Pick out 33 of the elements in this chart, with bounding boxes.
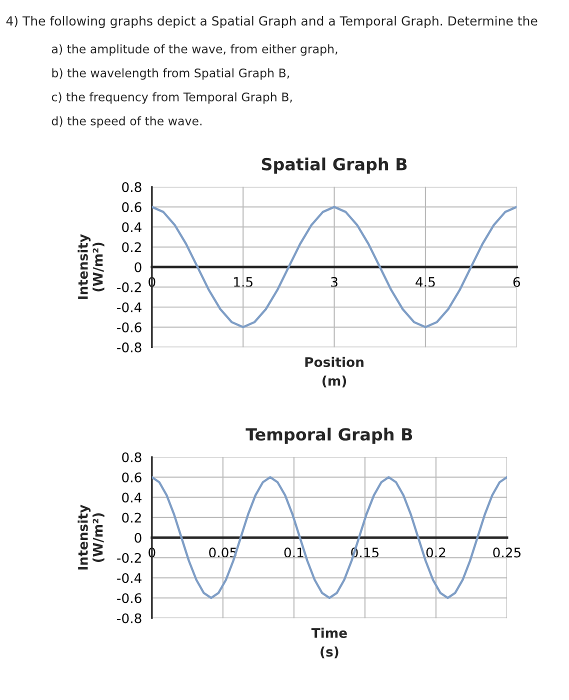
text: c) the frequency from Temporal Graph B, xyxy=(52,92,292,104)
y-tick-label: 0.2 xyxy=(122,242,141,252)
y-tick-label: 0.6 xyxy=(122,202,142,212)
x-axis-title: Time (s) xyxy=(311,628,347,658)
y-tick-label: -0.8 xyxy=(117,342,142,352)
y-tick-label: 0.6 xyxy=(122,472,142,482)
y-tick-label: -0.2 xyxy=(117,282,141,292)
y-tick-label: 0 xyxy=(134,532,142,543)
y-tick-label: 0.2 xyxy=(122,512,141,523)
chart-title: Spatial Graph B xyxy=(262,158,407,174)
y-tick-label: -0.6 xyxy=(117,322,142,332)
y-tick-label: 0.4 xyxy=(122,222,142,232)
text: a) the amplitude of the wave, from either graph, xyxy=(52,44,338,56)
x-axis-title: Position (m) xyxy=(305,356,364,388)
y-tick-label: 0.8 xyxy=(122,182,142,192)
y-tick-label: -0.2 xyxy=(117,552,141,563)
y-tick-label: 0 xyxy=(134,262,142,272)
y-axis-title: Intensity (W/m²) xyxy=(78,234,104,299)
text: b) the wavelength from Spatial Graph B, xyxy=(52,68,289,80)
y-tick-label: -0.8 xyxy=(117,613,142,624)
x-tick-label: 6 xyxy=(513,277,520,287)
x-tick-label: 0.25 xyxy=(493,548,521,558)
y-tick-label: 0.8 xyxy=(122,452,142,462)
x-tick-label: 0.1 xyxy=(284,548,304,558)
y-tick-label: -0.6 xyxy=(117,593,142,604)
y-tick-label: 0.4 xyxy=(122,492,142,503)
text: 4) The following graphs depict a Spatial Graph and a Temporal Graph. Determine the xyxy=(6,16,538,28)
y-axis-title: Intensity (W/m²) xyxy=(78,504,104,570)
y-tick-label: -0.4 xyxy=(117,302,142,312)
x-tick-label: 0.2 xyxy=(426,548,446,558)
text: d) the speed of the wave. xyxy=(52,116,202,128)
chart-title: Temporal Graph B xyxy=(246,428,412,444)
y-tick-label: -0.4 xyxy=(117,573,142,584)
